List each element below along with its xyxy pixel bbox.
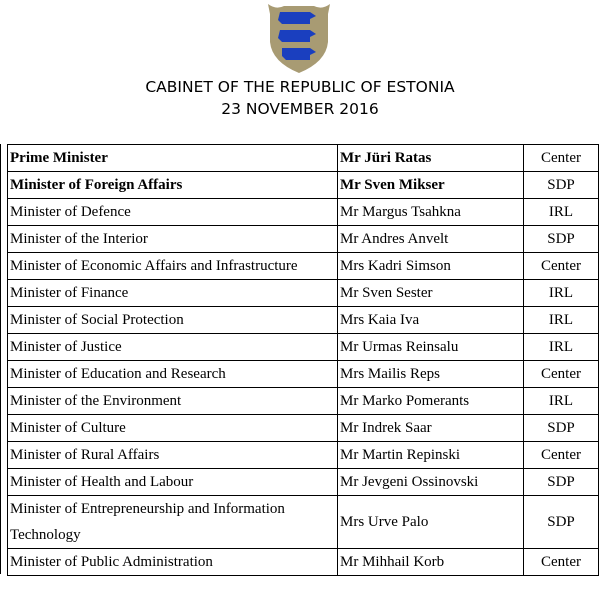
position-cell: Prime Minister <box>7 144 338 172</box>
party-cell: SDP <box>523 225 599 253</box>
minister-name-cell: Mr Jevgeni Ossinovski <box>337 468 524 496</box>
position-cell: Minister of Public Administration <box>7 548 338 576</box>
position-cell: Minister of Health and Labour <box>7 468 338 496</box>
minister-name-cell: Mr Sven Sester <box>337 279 524 307</box>
minister-name-cell: Mr Marko Pomerants <box>337 387 524 415</box>
table-row: Minister of the Environment Mr Marko Pome… <box>7 387 599 415</box>
position-cell: Minister of Justice <box>7 333 338 361</box>
position-cell: Minister of Entrepreneurship and Informa… <box>7 495 338 549</box>
party-cell: Center <box>523 252 599 280</box>
minister-name-cell: Mr Urmas Reinsalu <box>337 333 524 361</box>
party-cell: IRL <box>523 198 599 226</box>
minister-name-cell: Mr Andres Anvelt <box>337 225 524 253</box>
position-cell: Minister of Defence <box>7 198 338 226</box>
table-row: Minister of Entrepreneurship and Informa… <box>7 495 599 549</box>
minister-name-cell: Mr Jüri Ratas <box>337 144 524 172</box>
table-row: Minister of Rural Affairs Mr Martin Repin… <box>7 441 599 469</box>
minister-name-cell: Mr Indrek Saar <box>337 414 524 442</box>
party-cell: Center <box>523 548 599 576</box>
table-row: Minister of Education and Research Mrs Ma… <box>7 360 599 388</box>
party-cell: IRL <box>523 279 599 307</box>
position-cell: Minister of the Interior <box>7 225 338 253</box>
position-cell: Minister of Foreign Affairs <box>7 171 338 199</box>
minister-name-cell: Mr Margus Tsahkna <box>337 198 524 226</box>
position-cell: Minister of Social Protection <box>7 306 338 334</box>
table-row: Minister of Culture Mr Indrek Saar SDP <box>7 414 599 442</box>
party-cell: Center <box>523 360 599 388</box>
coat-of-arms-emblem <box>268 4 330 73</box>
minister-name-cell: Mrs Mailis Reps <box>337 360 524 388</box>
document-title: CABINET OF THE REPUBLIC OF ESTONIA <box>145 78 455 96</box>
table-row: Minister of Public Administration Mr Mihh… <box>7 548 599 576</box>
position-cell: Minister of the Environment <box>7 387 338 415</box>
position-cell: Minister of Rural Affairs <box>7 441 338 469</box>
table-row: Prime Minister Mr Jüri Ratas Center <box>7 144 599 172</box>
minister-name-cell: Mrs Kadri Simson <box>337 252 524 280</box>
table-row: Minister of the Interior Mr Andres Anvelt… <box>7 225 599 253</box>
table-row: Minister of Defence Mr Margus Tsahkna IRL <box>7 198 599 226</box>
party-cell: IRL <box>523 387 599 415</box>
table-row: Minister of Finance Mr Sven Sester IRL <box>7 279 599 307</box>
party-cell: SDP <box>523 468 599 496</box>
minister-name-cell: Mrs Urve Palo <box>337 495 524 549</box>
party-cell: SDP <box>523 414 599 442</box>
minister-name-cell: Mr Mihhail Korb <box>337 548 524 576</box>
table-row: Minister of Health and Labour Mr Jevgeni … <box>7 468 599 496</box>
party-cell: Center <box>523 144 599 172</box>
minister-name-cell: Mr Sven Mikser <box>337 171 524 199</box>
party-cell: IRL <box>523 333 599 361</box>
party-cell: SDP <box>523 171 599 199</box>
table-row: Minister of Foreign Affairs Mr Sven Mikse… <box>7 171 599 199</box>
table-row: Minister of Social Protection Mrs Kaia Iv… <box>7 306 599 334</box>
table-row: Minister of Economic Affairs and Infrast… <box>7 252 599 280</box>
minister-name-cell: Mr Martin Repinski <box>337 441 524 469</box>
party-cell: SDP <box>523 495 599 549</box>
party-cell: Center <box>523 441 599 469</box>
cabinet-table: Prime Minister Mr Jüri Ratas Center Ministe… <box>7 144 599 576</box>
table-row: Minister of Justice Mr Urmas Reinsalu IRL <box>7 333 599 361</box>
document-date: 23 NOVEMBER 2016 <box>221 100 379 118</box>
minister-name-cell: Mrs Kaia Iva <box>337 306 524 334</box>
party-cell: IRL <box>523 306 599 334</box>
position-cell: Minister of Education and Research <box>7 360 338 388</box>
position-cell: Minister of Economic Affairs and Infrast… <box>7 252 338 280</box>
margin-line <box>0 144 1 574</box>
position-cell: Minister of Finance <box>7 279 338 307</box>
position-cell: Minister of Culture <box>7 414 338 442</box>
